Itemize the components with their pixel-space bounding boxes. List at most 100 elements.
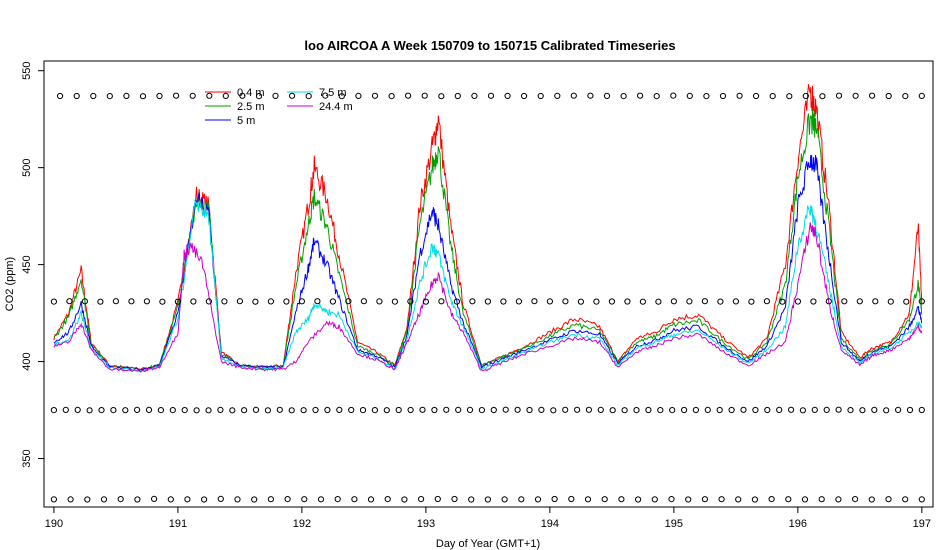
point-row-4-marker: [902, 496, 909, 503]
series-line-4: [53, 198, 923, 373]
point-row-2-marker: [128, 298, 135, 305]
point-row-3-marker: [609, 407, 616, 414]
y-tick-label: 550: [21, 62, 33, 80]
point-row-4-marker: [234, 496, 241, 503]
series-line-5: [53, 222, 923, 373]
point-row-2-marker: [391, 298, 398, 305]
y-axis-label: CO2 (ppm): [4, 257, 16, 311]
point-row-3-marker: [74, 406, 81, 413]
point-row-4-marker: [518, 496, 525, 503]
legend: 0.4 m 2.5 m 5 m 7.5 m 24.4 m: [205, 87, 353, 127]
point-row-3-marker: [490, 406, 497, 414]
series-line-3: [53, 154, 923, 372]
point-row-1-marker: [289, 92, 296, 99]
point-row-4-marker: [668, 496, 675, 503]
x-tick-label: 193: [417, 518, 435, 530]
point-row-3-marker: [122, 407, 129, 414]
point-row-2-marker: [314, 298, 321, 305]
point-row-4-marker: [100, 496, 108, 503]
point-row-2-marker: [252, 298, 259, 305]
y-tick-label: 450: [21, 255, 33, 273]
point-row-1-marker: [786, 93, 793, 100]
point-row-3-marker: [883, 407, 890, 414]
point-row-1-marker: [106, 93, 113, 100]
point-row-3-marker: [514, 406, 521, 413]
point-row-4-marker: [434, 495, 441, 503]
point-row-4-marker: [735, 496, 742, 503]
point-row-3-marker: [157, 407, 164, 414]
point-row-2-marker: [515, 298, 523, 305]
point-row-1-marker: [885, 92, 892, 100]
point-row-2-marker: [360, 298, 367, 305]
point-row-3-marker: [312, 406, 319, 414]
series-layer: [53, 84, 923, 373]
point-row-4-marker: [718, 496, 725, 503]
x-tick-label: 191: [169, 518, 187, 530]
point-row-4-marker: [284, 496, 291, 503]
point-row-2-marker: [670, 298, 678, 305]
point-row-2-marker: [531, 298, 538, 305]
point-row-2-marker: [345, 298, 352, 305]
point-row-1-marker: [338, 93, 345, 100]
point-row-1-marker: [73, 92, 80, 100]
point-row-2-marker: [624, 298, 631, 305]
point-row-4-marker: [618, 496, 625, 503]
point-row-3-marker: [455, 406, 462, 413]
point-row-1-marker: [189, 92, 196, 99]
point-row-1-marker: [852, 92, 859, 99]
point-row-3-marker: [134, 406, 141, 413]
point-row-1-marker: [719, 92, 727, 100]
point-row-3-marker: [799, 407, 807, 414]
point-row-3-marker: [633, 407, 640, 414]
point-row-3-marker: [300, 407, 307, 414]
point-row-1-marker: [388, 93, 395, 100]
point-row-4-marker: [367, 496, 375, 503]
point-row-4-marker: [685, 496, 692, 503]
point-row-4-marker: [317, 496, 325, 503]
point-row-4-marker: [351, 496, 358, 503]
point-row-4-marker: [184, 496, 191, 503]
x-tick-label: 192: [293, 518, 311, 530]
point-row-2-marker: [81, 298, 89, 305]
point-row-2-marker: [376, 298, 383, 305]
point-row-4-marker: [584, 496, 592, 503]
point-row-2-marker: [66, 298, 73, 305]
point-row-2-marker: [143, 298, 150, 305]
point-row-3-marker: [466, 406, 474, 413]
point-row-1-marker: [802, 92, 809, 100]
point-rows: [50, 92, 925, 503]
point-row-1-marker: [438, 93, 445, 100]
point-row-3-marker: [348, 406, 355, 414]
point-row-2-marker: [546, 298, 554, 305]
point-row-3-marker: [895, 406, 902, 413]
point-row-4-marker: [534, 496, 542, 503]
point-row-1-marker: [902, 93, 909, 100]
point-row-2-marker: [701, 298, 709, 305]
point-row-3-marker: [776, 406, 783, 413]
point-row-4-marker: [167, 496, 174, 503]
point-row-3-marker: [562, 406, 569, 413]
point-row-3-marker: [288, 407, 295, 414]
point-row-4-marker: [251, 496, 258, 503]
point-row-1-marker: [603, 92, 611, 100]
chart-title: loo AIRCOA A Week 150709 to 150715 Calib…: [304, 38, 675, 53]
point-row-1-marker: [487, 92, 495, 99]
point-row-2-marker: [159, 298, 166, 305]
point-row-2-marker: [190, 298, 197, 305]
point-row-4-marker: [384, 496, 391, 503]
point-row-4-marker: [768, 496, 775, 503]
point-row-4-marker: [501, 496, 508, 503]
point-row-2-marker: [794, 298, 802, 305]
point-row-2-marker: [174, 298, 181, 305]
point-row-2-marker: [732, 298, 740, 305]
point-row-3-marker: [728, 406, 735, 414]
point-row-2-marker: [422, 298, 429, 305]
point-row-2-marker: [484, 298, 491, 305]
point-row-4-marker: [117, 496, 124, 503]
point-row-4-marker: [484, 496, 491, 503]
point-row-2-marker: [856, 298, 863, 305]
point-row-3-marker: [716, 406, 723, 414]
point-row-1-marker: [206, 92, 213, 99]
plot-frame: [43, 60, 934, 508]
point-row-1-marker: [255, 93, 263, 100]
